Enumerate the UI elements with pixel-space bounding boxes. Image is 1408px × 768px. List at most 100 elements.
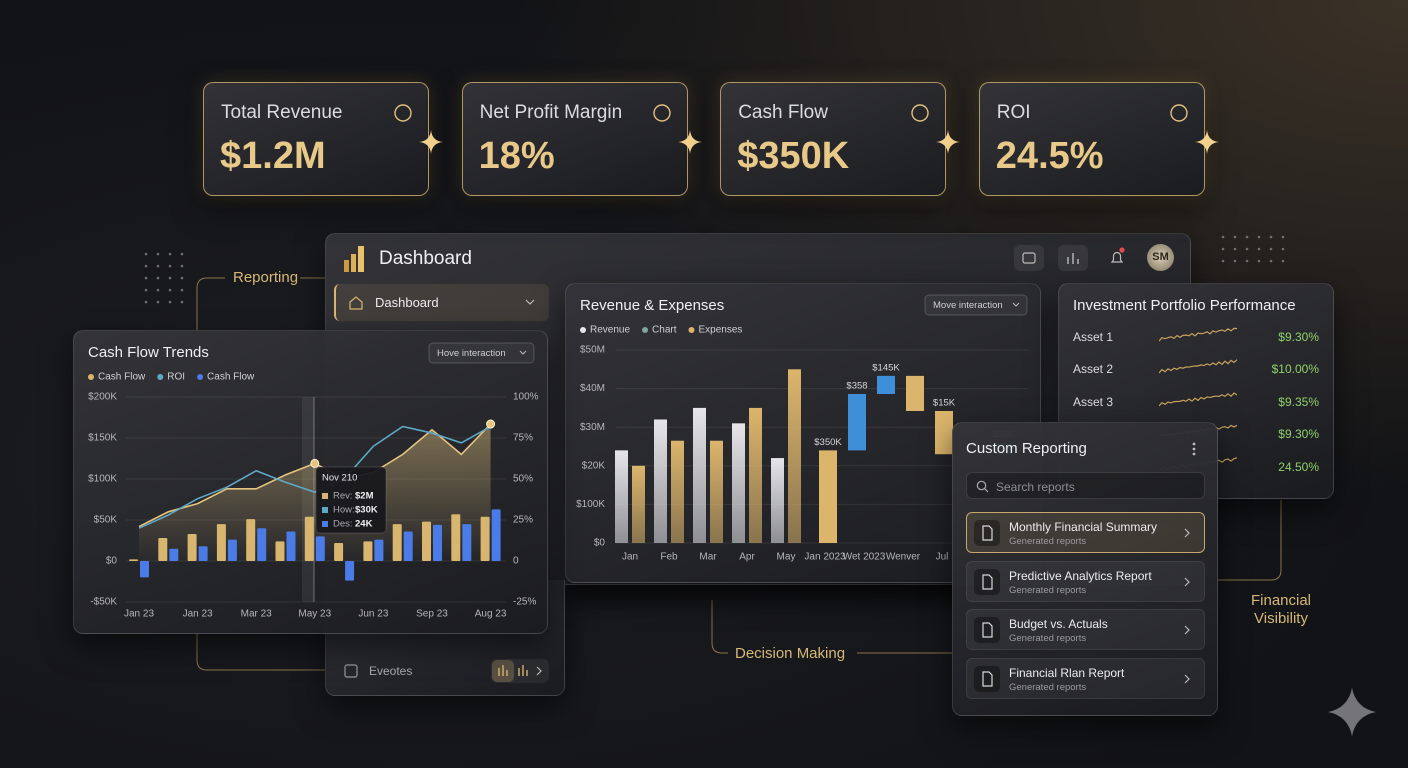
- sparkline: [1159, 392, 1237, 407]
- dropdown[interactable]: Hove interaction: [428, 342, 535, 364]
- icon-shape: [1170, 104, 1188, 122]
- chart-title: Revenue & Expenses: [580, 297, 724, 314]
- asset-value: $9.30%: [1278, 330, 1319, 344]
- report-item[interactable]: Monthly Financial Summary Generated repor…: [966, 512, 1205, 553]
- legend-label: Expenses: [698, 325, 742, 336]
- asset-name: Asset 3: [1073, 394, 1114, 409]
- sparkle: [936, 130, 961, 154]
- bar: [462, 524, 472, 561]
- bar: [632, 465, 645, 543]
- kpi-card: Total Revenue $1.2M: [203, 82, 443, 196]
- dropdown-label: Move interaction: [933, 300, 1003, 311]
- icon-shape: [982, 525, 993, 541]
- icon: [344, 664, 358, 678]
- x-tick-label: Sep 23: [416, 609, 448, 620]
- x-tick-label: Wenver: [886, 552, 921, 563]
- report-item[interactable]: Budget vs. Actuals Generated reports: [966, 609, 1205, 651]
- notification-button[interactable]: [1102, 245, 1132, 271]
- bar: [129, 559, 138, 561]
- icon-shape: [982, 671, 993, 687]
- icon-shape: [652, 104, 671, 122]
- legend-swatch: [157, 374, 164, 380]
- icon: [1022, 252, 1036, 264]
- dropdown-box: [924, 294, 1028, 316]
- sparkline-path: [1159, 327, 1237, 342]
- kpi-card: Net Profit Margin 18%: [461, 82, 702, 196]
- sparkle: [419, 130, 443, 154]
- y2-tick-label: 100%: [513, 392, 539, 403]
- kpi-value: 24.5%: [995, 135, 1104, 177]
- kpi-card: ROI 24.5%: [978, 82, 1219, 196]
- x-tick-label: Mar: [699, 552, 717, 563]
- icon-shape: [911, 104, 929, 122]
- y-tick-label: $100K: [88, 474, 117, 485]
- asset-value: $9.30%: [1278, 427, 1319, 442]
- logo: [344, 246, 364, 272]
- y2-tick-label: 25%: [513, 515, 533, 526]
- avatar[interactable]: SM: [1147, 244, 1174, 271]
- tooltip-box: [315, 466, 387, 534]
- icon-bg: [974, 617, 1000, 644]
- chevron-shape: [1184, 577, 1190, 587]
- view-toggle[interactable]: [491, 659, 549, 683]
- search-box[interactable]: Search reports: [966, 472, 1205, 499]
- menu-button[interactable]: [1191, 441, 1197, 457]
- chevron: [1184, 625, 1190, 635]
- bar: [710, 440, 723, 543]
- sparkle: [677, 130, 702, 154]
- icon-shape: [394, 104, 412, 122]
- y-tick-label: $0: [594, 538, 606, 549]
- waterfall-bar: [906, 375, 924, 411]
- dropdown-box: [428, 342, 535, 364]
- icon: [1067, 253, 1079, 264]
- asset-value: 24.50%: [1278, 459, 1319, 474]
- card-title: Investment Portfolio Performance: [1073, 297, 1296, 314]
- legend-swatch: [88, 374, 94, 380]
- legend-label: Cash Flow: [98, 372, 146, 383]
- waterfall-annotation: $358: [846, 381, 867, 392]
- y-tick-label: $40M: [580, 383, 605, 394]
- line: [138, 425, 491, 529]
- x-tick-label: Feb: [660, 552, 678, 563]
- bar: [433, 524, 442, 561]
- bar: [392, 524, 402, 561]
- report-item[interactable]: Predictive Analytics Report Generated rep…: [966, 560, 1205, 602]
- dropdown-label: Hove interaction: [437, 348, 506, 359]
- report-icon: [974, 617, 1000, 644]
- nav-item[interactable]: Dashboard: [334, 284, 549, 321]
- report-title: Budget vs. Actuals: [1009, 617, 1108, 632]
- asset-value: $10.00%: [1271, 362, 1319, 377]
- x-tick-label: Jun 23: [358, 609, 388, 620]
- kpi-card: Cash Flow $350K: [720, 82, 961, 196]
- x-tick-label: Jan 2023: [804, 552, 846, 563]
- report-subtitle: Generated reports: [1009, 536, 1087, 547]
- sparkle-shape: [1194, 130, 1219, 154]
- kpi-icon: [1170, 104, 1188, 122]
- bar: [198, 546, 208, 561]
- sparkle-logo: [1328, 688, 1376, 736]
- kpi-label: Cash Flow: [738, 102, 828, 123]
- bar: [169, 548, 179, 561]
- icon: [976, 480, 989, 493]
- report-subtitle: Generated reports: [1009, 584, 1087, 596]
- bar: [749, 407, 762, 543]
- x-tick-label: Aug 23: [475, 609, 507, 620]
- dropdown[interactable]: Move interaction: [924, 294, 1028, 316]
- y-tick-label: $30M: [580, 422, 605, 433]
- y-tick-label: $20K: [582, 460, 606, 471]
- y-tick-label: $100K: [576, 499, 605, 510]
- sparkline: [1159, 359, 1237, 374]
- icon-button[interactable]: [1014, 245, 1044, 271]
- y2-tick-label: -25%: [513, 597, 536, 608]
- chevron: [1012, 302, 1020, 307]
- report-item[interactable]: Financial Rlan Report Generated reports: [966, 658, 1205, 700]
- kpi-icon: [394, 104, 412, 122]
- point: [486, 419, 496, 429]
- bar: [732, 423, 745, 543]
- connector: [196, 277, 225, 330]
- icon-button[interactable]: [1058, 245, 1088, 271]
- bar: [140, 561, 149, 578]
